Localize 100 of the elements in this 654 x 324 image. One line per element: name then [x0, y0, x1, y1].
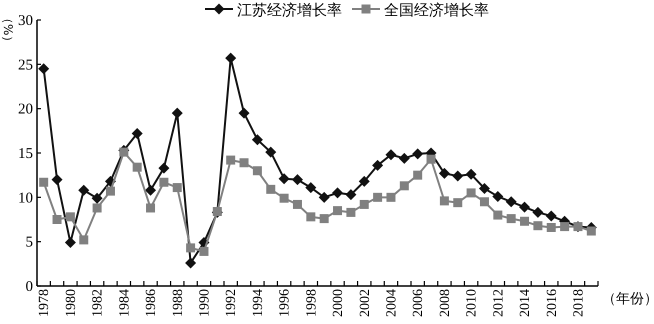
- point: [318, 192, 330, 203]
- point: [480, 197, 489, 206]
- y-tick-label: 10: [18, 190, 33, 206]
- point: [280, 194, 289, 203]
- point: [466, 168, 477, 180]
- point: [145, 184, 156, 196]
- point: [172, 183, 182, 192]
- point: [346, 208, 356, 217]
- x-tick-label: 2000: [331, 289, 346, 317]
- x-tick-label: 1978: [37, 289, 52, 317]
- point: [226, 156, 236, 165]
- point: [265, 146, 276, 158]
- point: [412, 148, 424, 160]
- point: [305, 182, 316, 194]
- x-tick-label: 1982: [90, 289, 106, 317]
- point: [199, 246, 208, 256]
- point: [278, 173, 290, 184]
- point: [546, 210, 557, 222]
- point: [386, 192, 396, 202]
- point: [333, 206, 342, 216]
- point: [533, 221, 542, 230]
- point: [292, 174, 303, 186]
- point: [119, 148, 128, 157]
- point: [52, 174, 63, 186]
- x-tick-label: 1994: [250, 289, 266, 317]
- point: [400, 181, 409, 190]
- y-tick-label: 5: [26, 234, 33, 251]
- point: [92, 192, 103, 204]
- y-tick-label: 30: [18, 13, 33, 29]
- point: [532, 206, 544, 218]
- x-tick-label: 1984: [117, 289, 132, 317]
- x-tick-label: 2008: [438, 289, 453, 317]
- point: [478, 182, 490, 194]
- point: [492, 190, 504, 202]
- y-tick-label: 20: [18, 102, 33, 118]
- x-tick-label: 1988: [170, 289, 186, 317]
- x-tick-label: 1990: [197, 289, 212, 317]
- y-tick-label: 0: [26, 279, 33, 295]
- point: [252, 134, 263, 146]
- x-tick-label: 1992: [224, 289, 240, 317]
- x-tick-label: 1986: [144, 289, 160, 317]
- point: [519, 202, 530, 213]
- point: [466, 188, 476, 198]
- y-axis-title: （%）: [1, 12, 15, 48]
- point: [426, 154, 436, 164]
- point: [560, 222, 570, 232]
- point: [172, 108, 183, 119]
- point: [546, 222, 556, 232]
- point: [438, 168, 450, 179]
- point: [39, 178, 48, 187]
- point: [64, 237, 76, 248]
- point: [186, 243, 196, 252]
- point: [266, 184, 276, 194]
- point: [358, 176, 370, 187]
- x-tick-label: 2018: [571, 289, 586, 317]
- point: [66, 212, 75, 222]
- point: [225, 52, 236, 64]
- point: [520, 216, 530, 226]
- point: [252, 166, 262, 176]
- point: [332, 187, 344, 198]
- point: [132, 128, 143, 139]
- point: [320, 214, 329, 224]
- point: [506, 196, 517, 208]
- y-tick-label: 25: [18, 57, 33, 74]
- legend-label: 江苏经济增长率: [237, 1, 342, 19]
- x-tick-label: 2014: [518, 289, 534, 317]
- x-tick-label: 2016: [544, 289, 560, 317]
- x-tick-label: 1980: [64, 289, 79, 317]
- point: [106, 186, 115, 196]
- point: [292, 200, 302, 209]
- y-tick-label: 15: [18, 146, 33, 162]
- point: [78, 184, 90, 196]
- x-tick-label: 2010: [464, 289, 480, 317]
- point: [373, 192, 382, 202]
- point: [146, 203, 156, 212]
- point: [453, 198, 462, 208]
- point: [506, 214, 516, 224]
- legend-label: 全国经济增长率: [384, 1, 489, 19]
- point: [79, 235, 88, 244]
- x-tick-label: 2002: [358, 289, 373, 317]
- point: [306, 212, 316, 222]
- x-tick-label: 1998: [304, 289, 320, 317]
- point: [185, 257, 196, 268]
- point: [92, 203, 102, 212]
- point: [38, 63, 50, 74]
- point: [132, 162, 142, 172]
- x-tick-label: 2012: [491, 289, 506, 317]
- point: [372, 160, 384, 171]
- point: [360, 200, 369, 209]
- point: [240, 158, 249, 168]
- point: [159, 178, 168, 187]
- point: [158, 162, 170, 174]
- x-tick-label: 1996: [278, 289, 293, 317]
- x-tick-label: 2004: [384, 289, 400, 317]
- point: [385, 149, 396, 160]
- x-tick-label: 2006: [411, 289, 426, 317]
- point: [452, 170, 464, 182]
- point: [238, 108, 250, 119]
- point: [440, 196, 449, 206]
- point: [398, 152, 410, 164]
